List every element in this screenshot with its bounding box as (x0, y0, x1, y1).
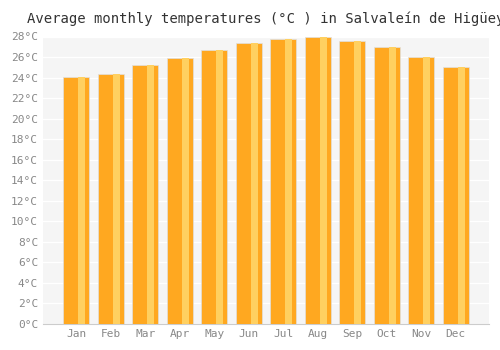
Bar (112, 75, 120, 324)
Bar (320, 36, 327, 324)
Bar (216, 50, 224, 324)
Bar (389, 47, 396, 324)
Bar (286, 38, 292, 324)
Bar (304, 36, 330, 324)
Bar (98, 75, 124, 324)
Bar (374, 47, 400, 324)
Bar (339, 41, 365, 324)
Bar (166, 58, 192, 324)
Bar (132, 65, 158, 324)
Bar (251, 43, 258, 324)
Bar (78, 77, 86, 324)
Bar (201, 50, 227, 324)
Bar (270, 38, 296, 324)
Bar (408, 57, 434, 324)
Bar (182, 58, 189, 324)
Bar (147, 65, 154, 324)
Bar (236, 43, 262, 324)
Bar (63, 77, 89, 324)
Bar (424, 57, 430, 324)
Title: Average monthly temperatures (°C ) in Salvaleín de Higüey: Average monthly temperatures (°C ) in Sa… (27, 11, 500, 26)
Bar (354, 41, 362, 324)
Bar (442, 67, 468, 324)
Bar (458, 67, 465, 324)
